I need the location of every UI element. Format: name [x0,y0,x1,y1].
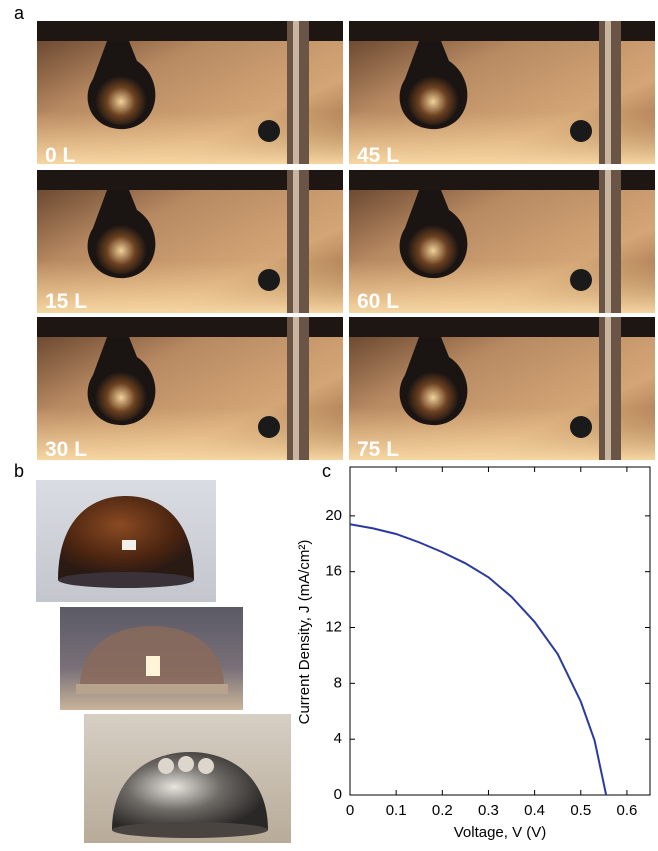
y-tick-label: 8 [334,674,342,691]
dome-base [58,572,194,588]
frame-label: 75 L [357,438,399,461]
frame-label: 15 L [45,290,87,313]
x-tick-label: 0.4 [524,802,545,819]
contact [198,758,214,774]
photo-grid: 0 L 45 L 15 L 60 L 30 L 75 L [37,21,655,461]
contact [178,756,194,772]
photo [349,21,655,164]
y-axis-label: Current Density, J (mA/cm²) [296,540,313,725]
frame-label: 0 L [45,144,76,167]
x-tick-label: 0.3 [478,802,499,819]
frame-label: 30 L [45,438,87,461]
dome-photos [36,480,291,843]
dome-base [112,822,268,838]
x-tick-label: 0.1 [386,802,407,819]
y-tick-label: 12 [325,618,342,635]
page: { "panels": { "a": {"label": "a", "frame… [0,0,658,851]
panel-label: a [14,3,25,23]
contact [158,758,174,774]
figure: a b c 0 L 45 L 15 L 60 L 30 L 75 L Volta… [0,0,658,851]
frame-label: 60 L [357,290,399,313]
x-tick-label: 0.6 [616,802,637,819]
plot-frame [350,467,650,795]
panel-label: b [14,461,24,481]
photo [37,21,343,164]
x-tick-label: 0.2 [432,802,453,819]
frame-label: 45 L [357,144,399,167]
dome-base [76,684,228,694]
y-tick-label: 4 [334,730,342,747]
panel-label: c [322,461,331,481]
x-tick-label: 0.5 [570,802,591,819]
x-axis-label: Voltage, V (V) [454,824,547,841]
jv-curve [350,524,606,795]
y-tick-label: 20 [325,507,342,524]
highlight [122,540,136,550]
y-tick-label: 16 [325,563,342,580]
y-tick-label: 0 [334,786,342,803]
highlight [146,656,160,676]
x-tick-label: 0 [346,802,354,819]
